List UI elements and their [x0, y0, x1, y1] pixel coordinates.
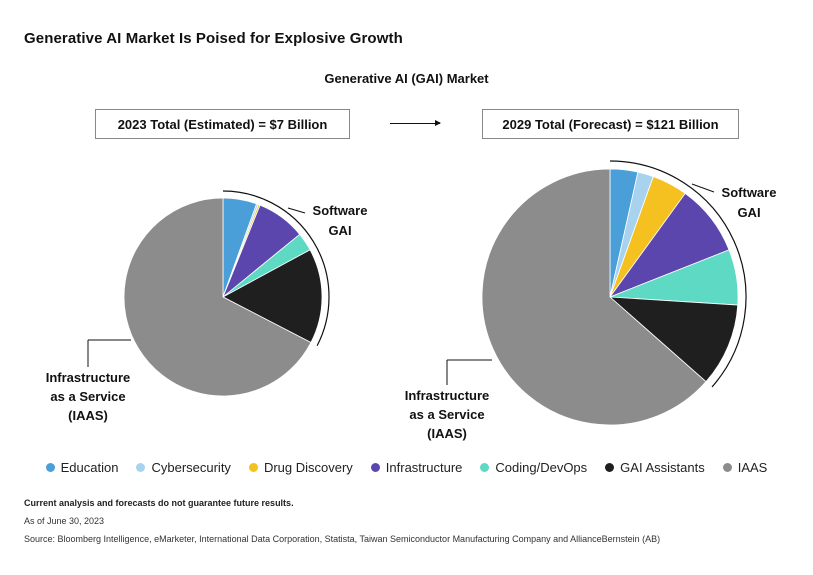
legend-label: Coding/DevOps: [495, 460, 588, 475]
software-gai-label-2023-line1: Software: [313, 203, 368, 218]
legend-label: Cybersecurity: [151, 460, 231, 475]
legend-label: Infrastructure: [385, 460, 463, 475]
software-leader-2029: [691, 183, 715, 193]
software-gai-label-2029-line2: GAI: [737, 205, 760, 220]
legend-label: GAI Assistants: [620, 460, 705, 475]
software-gai-label-2029-line1: Software: [722, 185, 777, 200]
legend-item-education: Education: [45, 460, 119, 475]
slice-iaas: [123, 197, 312, 397]
iaas-label-2029-line1: Infrastructure: [405, 388, 490, 403]
legend-dot-icon: [45, 463, 55, 472]
legend-dot-icon: [136, 463, 146, 472]
legend-item-infrastructure: Infrastructure: [370, 460, 463, 475]
iaas-label-2023-line3: (IAAS): [68, 408, 108, 423]
legend-item-iaas: IAAS: [722, 460, 768, 475]
disclaimer-note: Current analysis and forecasts do not gu…: [24, 498, 294, 508]
legend-label: IAAS: [737, 460, 768, 475]
pie-chart-2029: [481, 160, 747, 426]
legend-dot-icon: [248, 463, 258, 472]
legend-dot-icon: [480, 463, 490, 472]
slice-gai-assistants: [222, 249, 323, 344]
legend-label: Drug Discovery: [263, 460, 353, 475]
iaas-label-2029-line2: as a Service: [409, 407, 484, 422]
as-of-date-note: As of June 30, 2023: [24, 516, 105, 526]
page-title: Generative AI Market Is Poised for Explo…: [24, 30, 403, 47]
arrow-right-icon: [390, 120, 441, 126]
pie-chart-2023: [123, 190, 330, 397]
chart-subtitle: Generative AI (GAI) Market: [324, 71, 489, 86]
pie-charts: Software GAI Infrastructure as a Service…: [46, 160, 777, 441]
software-gai-label-2023-line2: GAI: [328, 223, 351, 238]
iaas-label-2029-line3: (IAAS): [427, 426, 467, 441]
legend-item-gai-assistants: GAI Assistants: [605, 460, 705, 475]
total-2029-box: 2029 Total (Forecast) = $121 Billion: [482, 109, 739, 139]
iaas-label-2023-line1: Infrastructure: [46, 370, 131, 385]
legend-item-coding-devops: Coding/DevOps: [480, 460, 587, 475]
iaas-label-2023-line2: as a Service: [50, 389, 125, 404]
source-note: Source: Bloomberg Intelligence, eMarkete…: [24, 534, 661, 544]
total-2023-box: 2023 Total (Estimated) = $7 Billion: [95, 109, 350, 139]
software-gai-bracket: [609, 160, 747, 388]
software-leader-2023: [287, 207, 306, 214]
legend-dot-icon: [370, 463, 380, 472]
legend-label: Education: [60, 460, 119, 475]
legend-item-drug-discovery: Drug Discovery: [248, 460, 353, 475]
legend-dot-icon: [605, 463, 615, 472]
legend-dot-icon: [722, 463, 732, 472]
slice-gai-assistants: [608, 296, 739, 383]
legend-item-cybersecurity: Cybersecurity: [136, 460, 231, 475]
slice-iaas: [481, 168, 707, 426]
chart-legend: Education Cybersecurity Drug Discovery Infr…: [0, 460, 813, 475]
software-gai-bracket: [222, 190, 330, 346]
